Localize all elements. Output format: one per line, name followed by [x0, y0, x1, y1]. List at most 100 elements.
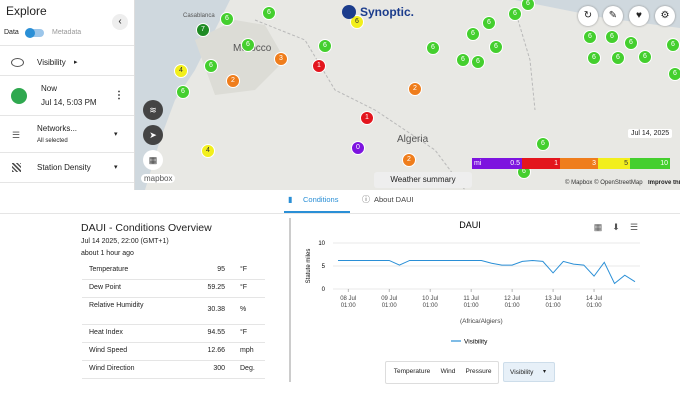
station-marker[interactable]: 6	[426, 41, 440, 55]
station-marker[interactable]: 6	[204, 59, 218, 73]
control-button[interactable]: Wind	[440, 368, 456, 375]
station-marker[interactable]: 6	[482, 16, 496, 30]
divider	[0, 45, 134, 46]
row-unit: °F	[240, 265, 248, 273]
station-marker[interactable]: 6	[241, 38, 255, 52]
station-marker[interactable]: 6	[668, 67, 680, 81]
station-marker[interactable]: 6	[350, 15, 364, 29]
tooltip: Jul 14, 2025	[628, 129, 673, 138]
station-marker[interactable]: 7	[196, 23, 210, 37]
overview-time: Jul 14 2025, 22:00 (GMT+1)	[81, 238, 169, 245]
control-button[interactable]: Visibility	[503, 362, 555, 382]
x-tick-label: 10 Jul 01:00	[422, 296, 439, 309]
row-unit: mph	[240, 346, 254, 354]
row-label: Relative Humidity	[89, 302, 144, 309]
dropdown-arrow: ▾	[543, 369, 547, 375]
clock-icon	[11, 88, 27, 104]
y-axis-label: Statute miles	[306, 249, 312, 284]
series-line	[338, 259, 636, 285]
map-control[interactable]: ➤	[143, 125, 163, 145]
map-tool-button[interactable]: ↻	[578, 6, 598, 26]
tab-underline	[284, 211, 350, 213]
station-marker[interactable]: 4	[201, 144, 215, 158]
map-control[interactable]: ≋	[143, 100, 163, 120]
station-marker[interactable]: 6	[536, 137, 550, 151]
summary-button[interactable]: Weather summary	[374, 172, 472, 188]
row-label: Wind Speed	[89, 347, 128, 354]
map-tool-button[interactable]: ⚙	[655, 6, 675, 26]
station-marker[interactable]: 6	[176, 85, 190, 99]
control-button[interactable]: Temperature	[393, 368, 431, 375]
x-tick-label: 14 Jul 01:00	[586, 296, 603, 309]
attribution: © Mapbox © OpenStreetMap	[565, 180, 643, 186]
tab-rule	[0, 213, 680, 214]
station-marker[interactable]: 2	[402, 153, 416, 167]
control-button[interactable]: Pressure	[465, 368, 492, 375]
station-marker[interactable]: 6	[638, 50, 652, 64]
item-label[interactable]: Networks...	[37, 124, 78, 133]
item-sublabel: Jul 14, 5:03 PM	[41, 98, 97, 107]
sliders-icon: ☰	[12, 130, 21, 140]
station-marker[interactable]: 6	[624, 36, 638, 50]
station-marker[interactable]: 2	[226, 74, 240, 88]
station-marker[interactable]: 6	[605, 30, 619, 44]
station-marker[interactable]: 6	[471, 55, 485, 69]
station-marker[interactable]: 3	[274, 52, 288, 66]
overview-age: about 1 hour ago	[81, 250, 134, 257]
tab[interactable]: Conditions	[303, 195, 339, 204]
row-value: 30.38	[207, 306, 225, 313]
map-tool-button[interactable]: ✎	[603, 6, 623, 26]
row-value: 94.55	[207, 328, 225, 336]
improve-link[interactable]: Improve this map	[648, 180, 680, 186]
row-unit: Deg.	[240, 364, 255, 372]
station-marker[interactable]: 6	[456, 53, 470, 67]
divider	[0, 75, 134, 76]
tab[interactable]: About DAUI	[374, 195, 414, 204]
station-marker[interactable]: 6	[521, 0, 535, 11]
brand-logo	[342, 5, 356, 19]
item-label[interactable]: Visibility	[37, 58, 66, 67]
station-marker[interactable]: 4	[174, 64, 188, 78]
station-marker[interactable]: 1	[360, 111, 374, 125]
toggle-right: Metadata	[52, 29, 82, 36]
station-marker[interactable]: 6	[262, 6, 276, 20]
station-marker[interactable]: 6	[466, 27, 480, 41]
row-value: 59.25	[207, 283, 225, 291]
legend-label: Visibility	[464, 339, 488, 346]
map-tool-button[interactable]: ♥	[629, 6, 649, 26]
station-marker[interactable]: 6	[587, 51, 601, 65]
dropdown-arrow: ▾	[114, 164, 118, 171]
x-axis-label: (Africa/Algiers)	[460, 318, 503, 325]
station-marker[interactable]: 1	[312, 59, 326, 73]
collapse-button[interactable]: ‹	[112, 14, 128, 30]
row-unit: %	[240, 306, 247, 313]
station-marker[interactable]: 6	[508, 7, 522, 21]
station-marker[interactable]: 0	[351, 141, 365, 155]
chart-menu-icon: ▦	[594, 222, 603, 232]
station-marker[interactable]: 6	[583, 30, 597, 44]
chart-menu-icon: ⬇	[612, 222, 620, 232]
station-marker[interactable]: 2	[408, 82, 422, 96]
toggle-knob	[25, 28, 35, 38]
station-marker[interactable]: 6	[220, 12, 234, 26]
item-label[interactable]: Now	[41, 84, 58, 93]
map-control[interactable]: ▦	[143, 150, 163, 170]
row-label: Temperature	[89, 266, 129, 273]
kebab[interactable]: ⋮	[114, 90, 124, 101]
row-divider	[82, 279, 265, 280]
chart-menu-icon: ☰	[630, 222, 638, 232]
x-tick-label: 13 Jul 01:00	[545, 296, 562, 309]
x-tick-label: 12 Jul 01:00	[504, 296, 521, 309]
station-marker[interactable]: 6	[666, 38, 680, 52]
item-sublabel: All selected	[37, 138, 68, 144]
divider	[0, 115, 134, 116]
row-value: 95	[217, 265, 225, 273]
sidebar-title: Explore	[6, 4, 47, 18]
station-marker[interactable]: 6	[489, 40, 503, 54]
legend-segment: 5	[598, 158, 630, 169]
station-marker[interactable]: 6	[611, 51, 625, 65]
row-label: Dew Point	[89, 284, 121, 291]
station-marker[interactable]: 6	[318, 39, 332, 53]
item-label[interactable]: Station Density	[37, 163, 91, 172]
row-value: 12.66	[207, 346, 225, 354]
